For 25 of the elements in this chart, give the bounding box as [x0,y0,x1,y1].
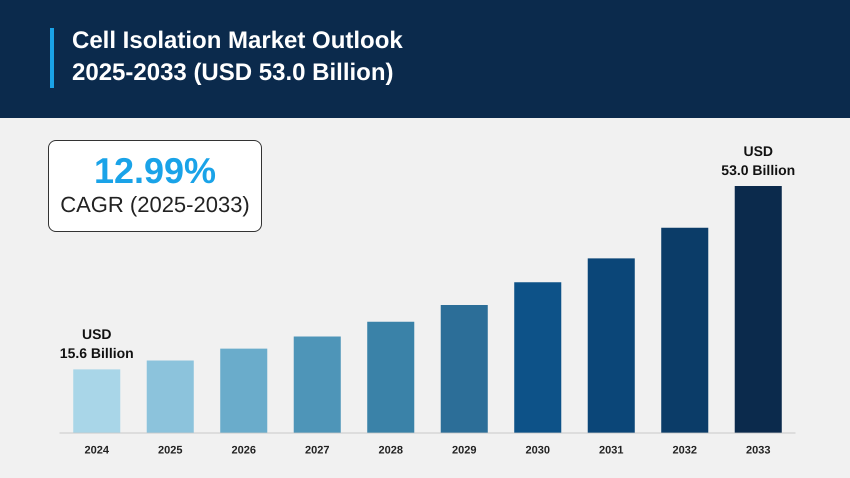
bar [146,360,194,433]
chart-title: Cell Isolation Market Outlook 2025-2033 (USD 53.0 Billion) [72,26,404,88]
x-tick-label: 2030 [526,444,550,456]
bar [588,258,635,433]
x-tick-label: 2031 [599,444,624,456]
bar [367,322,414,433]
bar [514,282,562,433]
x-tick-label: 2026 [232,444,256,456]
annotation: 12.99% [92,150,218,191]
x-tick-label: 2028 [378,444,403,456]
bar [294,336,341,433]
bar [661,228,708,433]
x-tick-label: 2027 [305,444,330,456]
bar [734,186,782,433]
x-tick-label: 2024 [84,444,110,456]
bar [220,348,268,433]
annotation: USD 15.6 Billion [60,326,134,362]
bar [440,304,488,433]
x-tick-label: 2033 [746,444,770,456]
x-tick-label: 2029 [452,444,476,456]
bar [73,369,120,433]
x-tick-label: 2032 [672,444,697,456]
text: USD 53.0 Billion [721,142,796,178]
x-tick-label: 2025 [158,444,182,456]
annotation: CAGR (2025-2033) [59,191,251,219]
